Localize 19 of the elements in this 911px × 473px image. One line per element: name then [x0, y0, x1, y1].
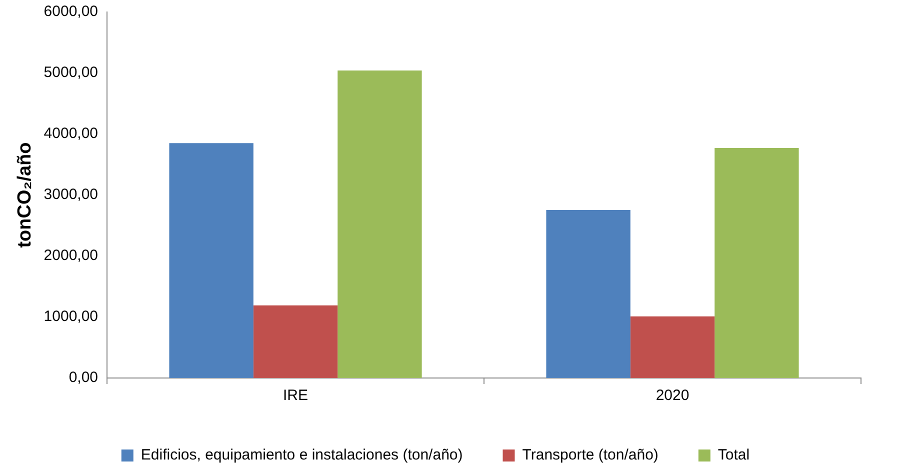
bar — [338, 70, 422, 378]
bar — [546, 210, 630, 378]
y-tick-label: 0,00 — [68, 369, 98, 386]
x-tick-label: 2020 — [656, 387, 690, 404]
y-tick-label: 3000,00 — [44, 186, 98, 204]
bar — [169, 143, 254, 378]
y-tick-label: 1000,00 — [44, 308, 98, 326]
y-tick-label: 5000,00 — [44, 64, 98, 82]
legend-label: Transporte (ton/año) — [522, 446, 658, 464]
bar — [714, 148, 799, 378]
x-tick-label: IRE — [283, 387, 308, 404]
legend-label: Total — [718, 446, 750, 464]
y-tick-label: 6000,00 — [44, 3, 98, 20]
bar — [630, 316, 715, 378]
y-axis-title: tonCO₂/año — [14, 142, 36, 248]
y-tick-label: 4000,00 — [44, 125, 98, 142]
bar — [253, 305, 338, 378]
y-tick-label: 2000,00 — [44, 247, 98, 264]
legend-label: Edificios, equipamiento e instalaciones (ton/año) — [140, 446, 463, 464]
